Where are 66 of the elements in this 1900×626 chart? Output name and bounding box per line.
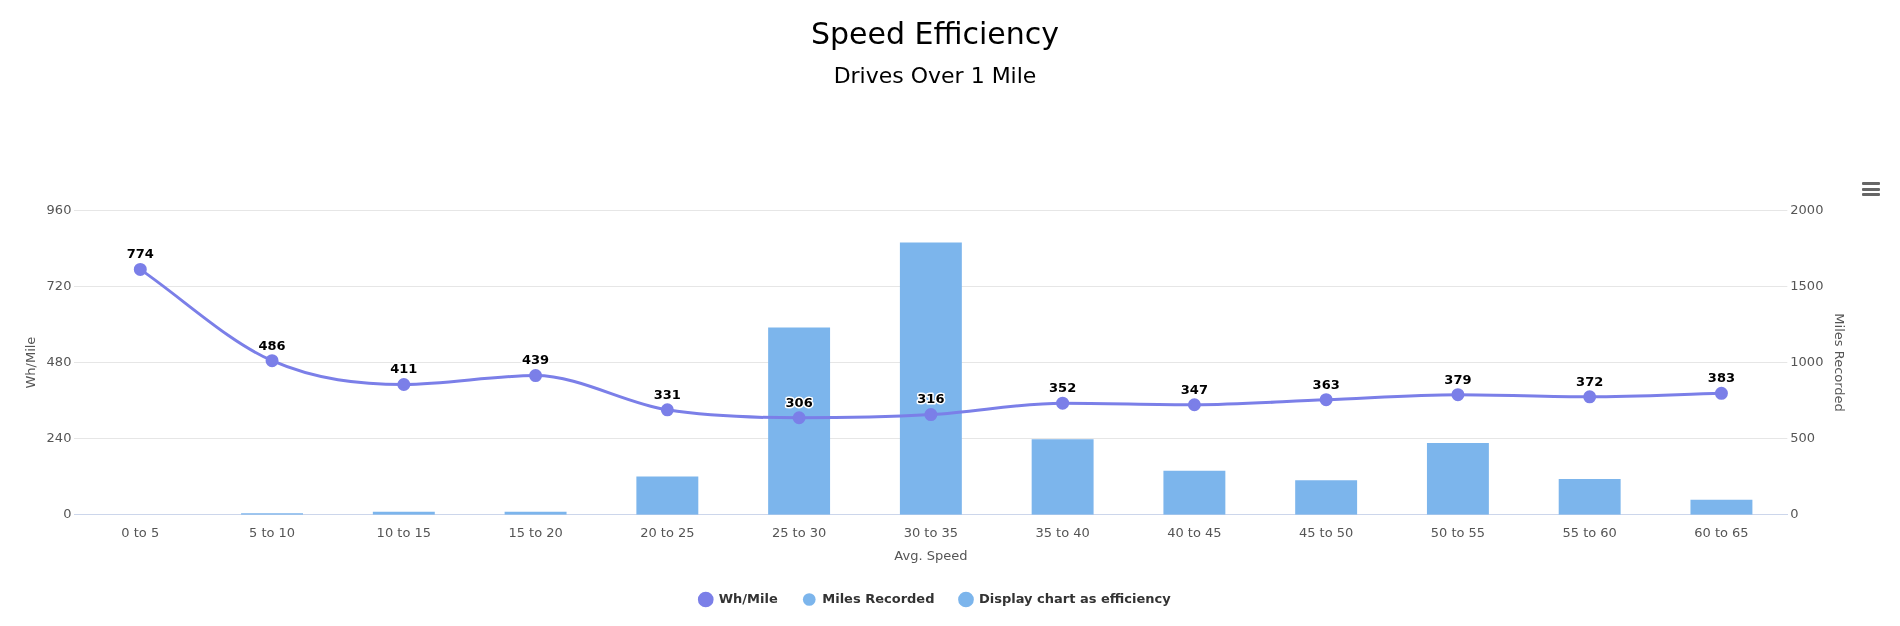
x-tick-label: 15 to 20 — [508, 524, 563, 540]
legend-label: Display chart as efficiency — [978, 590, 1172, 606]
y-tick-label: 0 — [63, 506, 72, 522]
x-tick-label: 50 to 55 — [1430, 524, 1486, 540]
legend-label: Wh/Mile — [718, 590, 778, 606]
x-tick-label: 30 to 35 — [903, 524, 959, 540]
y-axis-title: Wh/Mile — [23, 336, 39, 389]
point — [529, 369, 543, 383]
data-label: 316 — [917, 391, 945, 407]
data-label: 372 — [1576, 373, 1604, 389]
data-label: 347 — [1180, 381, 1208, 397]
x-tick-label: 10 to 15 — [376, 524, 432, 540]
point — [792, 411, 806, 425]
point — [265, 354, 279, 368]
y2-tick-label: 0 — [1790, 506, 1799, 522]
point — [1056, 396, 1070, 410]
data-label: 439 — [522, 352, 550, 368]
legend-label: Miles Recorded — [822, 590, 935, 606]
x-tick-label: 55 to 60 — [1562, 524, 1617, 540]
x-tick-label: 0 to 5 — [121, 524, 160, 540]
x-tick-label: 40 to 45 — [1167, 524, 1222, 540]
bar — [768, 327, 831, 515]
point — [1187, 398, 1201, 412]
x-tick-label: 35 to 40 — [1035, 524, 1090, 540]
x-tick-label: 25 to 30 — [771, 524, 827, 540]
data-label: 379 — [1444, 371, 1472, 387]
y-tick-label: 960 — [46, 201, 72, 217]
point — [1451, 388, 1465, 402]
x-tick-label: 45 to 50 — [1298, 524, 1354, 540]
x-tick-label: 5 to 10 — [248, 524, 296, 540]
y2-tick-label: 500 — [1790, 430, 1816, 446]
data-label: 331 — [653, 386, 681, 402]
y2-tick-label: 1000 — [1790, 353, 1824, 369]
data-label: 383 — [1707, 370, 1736, 386]
point — [133, 262, 147, 276]
y2-tick-label: 1500 — [1790, 277, 1824, 293]
chart-subtitle: Drives Over 1 Mile — [833, 62, 1037, 88]
x-axis-title: Avg. Speed — [894, 547, 968, 563]
chart-title: Speed Efficiency — [810, 15, 1060, 51]
data-label: 411 — [390, 361, 418, 377]
point — [1714, 386, 1728, 400]
data-label: 363 — [1312, 376, 1340, 392]
point — [1319, 393, 1333, 407]
point — [1583, 390, 1597, 404]
bar — [1690, 499, 1753, 515]
bar — [1426, 443, 1489, 515]
x-tick-label: 60 to 65 — [1694, 524, 1749, 540]
bar — [1163, 470, 1226, 515]
point — [924, 408, 938, 422]
y2-tick-label: 2000 — [1790, 201, 1824, 217]
x-tick-label: 20 to 25 — [640, 524, 695, 540]
bar — [636, 476, 699, 515]
data-label: 486 — [258, 337, 286, 353]
y-tick-label: 240 — [46, 430, 72, 446]
point — [660, 403, 674, 417]
y-tick-label: 720 — [46, 277, 72, 293]
bar — [899, 242, 962, 515]
point — [397, 377, 411, 391]
data-label: 352 — [1049, 380, 1077, 396]
data-label: 306 — [785, 394, 813, 410]
bar — [1558, 478, 1621, 515]
data-label: 774 — [126, 246, 154, 262]
bar — [1031, 439, 1094, 515]
bar — [1295, 480, 1358, 515]
y-tick-label: 480 — [46, 353, 72, 369]
y2-axis-title: Miles Recorded — [1831, 313, 1847, 412]
